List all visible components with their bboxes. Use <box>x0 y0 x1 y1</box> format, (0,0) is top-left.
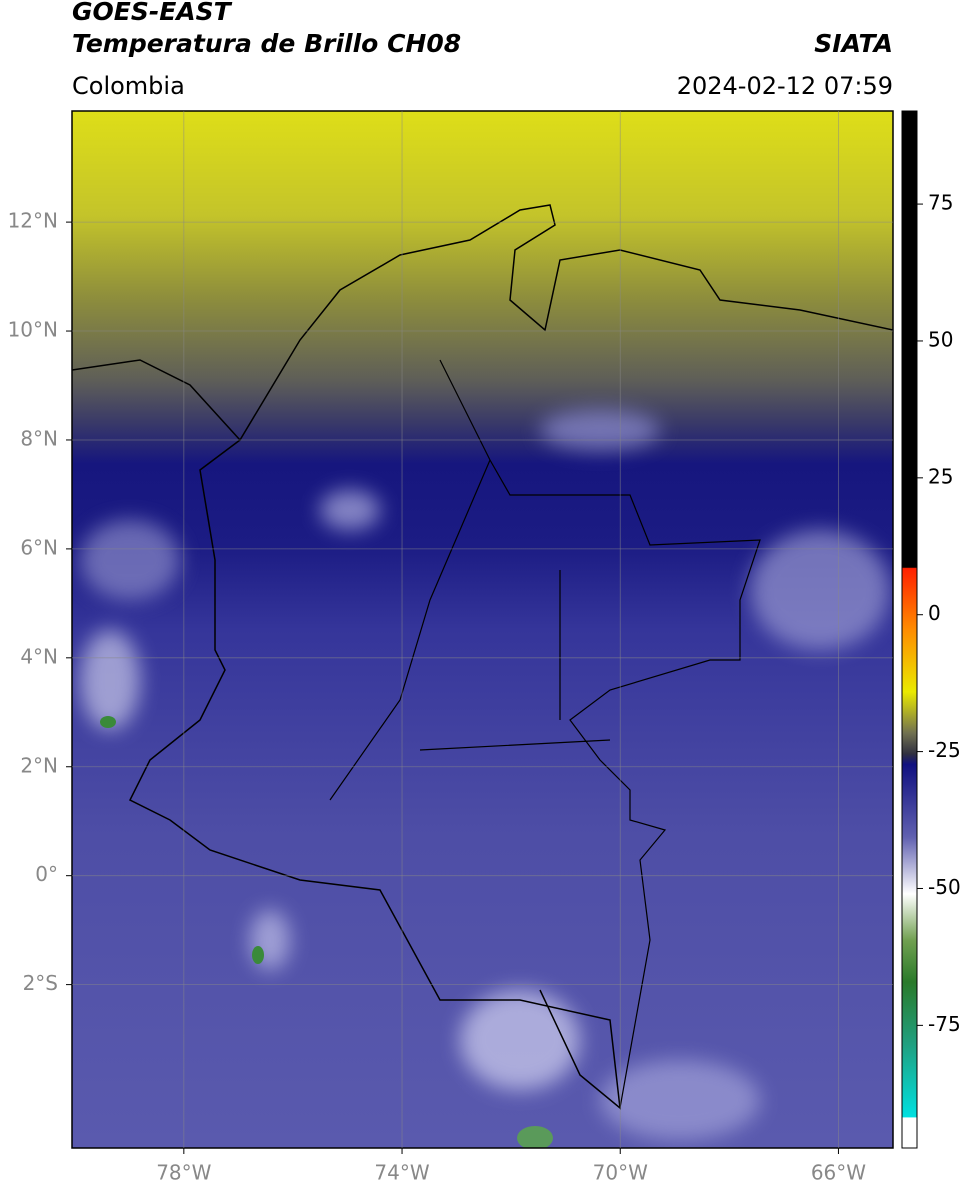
y-tick-label: 8°N <box>20 426 58 450</box>
brightness-field <box>72 111 893 1148</box>
y-tick-label: 6°N <box>20 535 58 559</box>
region: Colombia <box>72 72 185 100</box>
cold-top <box>252 946 264 964</box>
x-tick-label: 66°W <box>811 1161 866 1185</box>
x-tick-label: 70°W <box>593 1161 648 1185</box>
colorbar <box>901 110 918 1149</box>
colorbar-tick-label: 0 <box>928 601 941 625</box>
colorbar-tick-label: 50 <box>928 327 953 351</box>
y-tick-label: 2°S <box>23 971 58 995</box>
y-tick-label: 2°N <box>20 753 58 777</box>
clouds <box>80 410 890 1140</box>
colorbar-tick-label: 25 <box>928 464 953 488</box>
satellite-image <box>72 111 893 1148</box>
borders <box>329 359 761 1109</box>
y-tick-label: 10°N <box>8 318 58 342</box>
datetime: 2024-02-12 07:59 <box>677 72 893 100</box>
cold-top <box>517 1126 553 1148</box>
x-tick-label: 78°W <box>156 1161 211 1185</box>
cold-top <box>100 716 116 728</box>
colorbar-tick-label: -25 <box>928 738 961 762</box>
colorbar-tick-label: -75 <box>928 1012 961 1036</box>
colorbar-tick-label: -50 <box>928 875 961 899</box>
y-tick-label: 0° <box>35 862 58 886</box>
coastline <box>72 204 893 1110</box>
product: Temperatura de Brillo CH08 <box>72 29 461 58</box>
y-tick-label: 4°N <box>20 644 58 668</box>
satellite: GOES-EAST <box>72 0 233 26</box>
source: SIATA <box>814 29 893 58</box>
map-frame <box>71 110 894 1149</box>
x-tick-label: 74°W <box>374 1161 429 1185</box>
y-tick-label: 12°N <box>8 209 58 233</box>
colorbar-tick-label: 75 <box>928 191 953 215</box>
